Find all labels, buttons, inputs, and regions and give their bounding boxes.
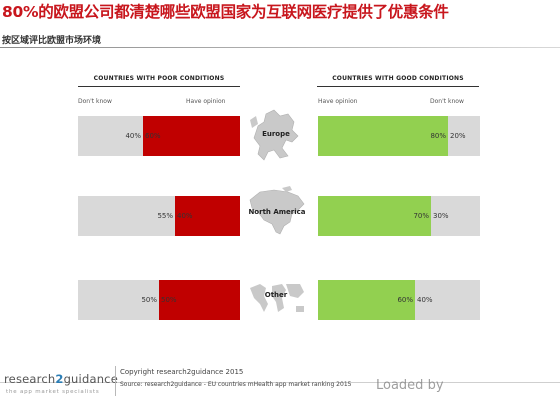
poor-bar-label-right: 40% <box>177 212 193 220</box>
footer-divider <box>0 382 560 383</box>
copyright-text: Copyright research2guidance 2015 <box>120 368 244 376</box>
poor-conditions-header: COUNTRIES WITH POOR CONDITIONS <box>78 74 240 87</box>
good-bar-label-right: 40% <box>417 296 433 304</box>
region-label-north-america: North America <box>248 208 306 216</box>
poor-bar-label-left: 55% <box>157 212 173 220</box>
good-bar-fill <box>318 196 431 236</box>
poor-bar-fill <box>175 196 240 236</box>
good-bar-label-right: 30% <box>433 212 449 220</box>
good-bar-europe: 80% 20% <box>318 116 480 156</box>
poor-left-axis-label: Don't know <box>78 98 112 105</box>
poor-bar-fill <box>143 116 240 156</box>
poor-bar-north-america: 55% 40% <box>78 196 240 236</box>
good-bar-label-left: 70% <box>413 212 429 220</box>
poor-bar-europe: 40% 60% <box>78 116 240 156</box>
poor-bar-label-right: 60% <box>145 132 161 140</box>
good-right-axis-label: Don't know <box>430 98 464 105</box>
good-bar-fill <box>318 116 448 156</box>
poor-bar-fill <box>159 280 240 320</box>
good-bar-other: 60% 40% <box>318 280 480 320</box>
source-text: Source: research2guidance - EU countries… <box>120 381 352 388</box>
page-subtitle: 按区域评比欧盟市场环境 <box>2 36 102 46</box>
poor-bar-other: 50% 50% <box>78 280 240 320</box>
footer-vertical-divider <box>115 366 116 396</box>
good-conditions-header: COUNTRIES WITH GOOD CONDITIONS <box>317 74 479 87</box>
poor-bar-label-right: 50% <box>161 296 177 304</box>
watermark: Loaded by <box>376 378 444 393</box>
good-bar-label-left: 80% <box>430 132 446 140</box>
region-label-europe: Europe <box>262 130 290 138</box>
europe-map-icon <box>250 109 299 161</box>
poor-bar-label-left: 40% <box>125 132 141 140</box>
good-bar-label-right: 20% <box>450 132 466 140</box>
header-divider <box>0 47 560 48</box>
world-map-icon <box>250 284 304 312</box>
north-america-map-icon <box>249 186 305 235</box>
good-bar-north-america: 70% 30% <box>318 196 480 236</box>
page-title: 80%的欧盟公司都清楚哪些欧盟国家为互联网医疗提供了优惠条件 <box>2 3 449 21</box>
good-bar-label-left: 60% <box>397 296 413 304</box>
poor-right-axis-label: Have opinion <box>186 98 226 105</box>
region-label-other: Other <box>264 291 288 299</box>
good-left-axis-label: Have opinion <box>318 98 358 105</box>
logo-tagline: the app market specialists <box>6 389 100 395</box>
good-bar-fill <box>318 280 415 320</box>
poor-bar-label-left: 50% <box>141 296 157 304</box>
research2guidance-logo: research2guidance <box>4 372 118 386</box>
